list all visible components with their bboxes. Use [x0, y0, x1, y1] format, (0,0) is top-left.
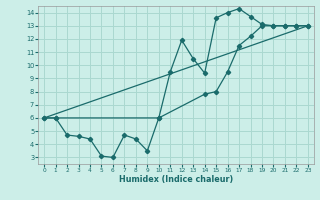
X-axis label: Humidex (Indice chaleur): Humidex (Indice chaleur)	[119, 175, 233, 184]
